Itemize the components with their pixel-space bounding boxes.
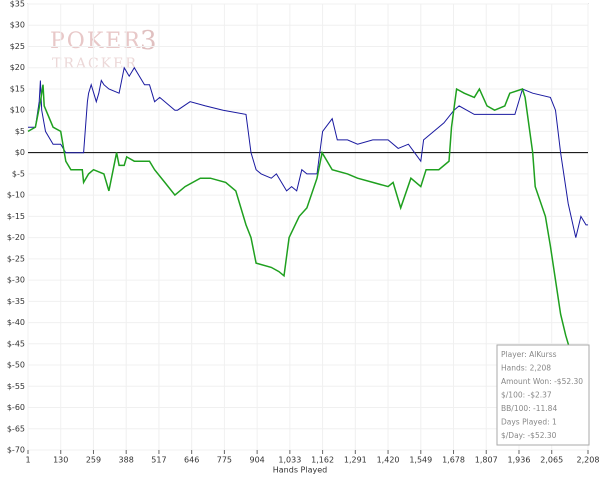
x-tick-label: 1,807 (475, 456, 498, 465)
y-tick-label: $-15 (7, 212, 25, 221)
y-tick-label: $35 (10, 0, 25, 9)
watermark: POKER (50, 29, 142, 54)
x-tick-label: 1,033 (278, 456, 301, 465)
y-tick-label: $5 (15, 127, 25, 136)
y-tick-label: $-5 (12, 169, 25, 178)
x-tick-label: 388 (119, 456, 134, 465)
info-text: Player: AlKurss (501, 350, 557, 359)
x-tick-label: 646 (184, 456, 199, 465)
y-tick-label: $-65 (7, 424, 25, 433)
x-tick-label: 130 (53, 456, 68, 465)
y-tick-label: $-35 (7, 297, 25, 306)
y-tick-label: $0 (15, 148, 25, 157)
x-tick-label: 2,208 (577, 456, 600, 465)
info-text: $/100: -$2.37 (501, 391, 552, 400)
x-axis-label: Hands Played (273, 466, 327, 475)
x-tick-label: 517 (151, 456, 166, 465)
y-tick-label: $-40 (7, 318, 25, 327)
x-tick-label: 1,162 (311, 456, 334, 465)
series-line (28, 66, 588, 238)
y-tick-label: $-20 (7, 233, 25, 242)
y-tick-label: $-25 (7, 254, 25, 263)
y-tick-label: $25 (10, 42, 25, 51)
plot-frame (27, 3, 589, 451)
x-tick-label: 1,420 (377, 456, 400, 465)
y-tick-label: $-30 (7, 276, 25, 285)
info-text: Hands: 2,208 (501, 364, 551, 373)
x-tick-label: 259 (86, 456, 101, 465)
x-tick-label: 904 (249, 456, 264, 465)
y-tick-label: $-45 (7, 339, 25, 348)
watermark: 3 (140, 26, 159, 56)
x-tick-label: 1,936 (508, 456, 531, 465)
y-tick-label: $10 (10, 106, 25, 115)
y-tick-label: $-10 (7, 191, 25, 200)
y-tick-label: $-60 (7, 403, 25, 412)
info-text: Amount Won: -$52.30 (501, 377, 583, 386)
series-line (27, 84, 589, 400)
x-tick-label: 2,065 (540, 456, 563, 465)
info-text: BB/100: -11.84 (501, 404, 557, 413)
y-tick-label: $30 (10, 21, 25, 30)
info-text: $/Day: -$52.30 (501, 431, 557, 440)
x-tick-label: 1,291 (344, 456, 367, 465)
y-tick-label: $-70 (7, 446, 25, 455)
y-tick-label: $-50 (7, 361, 25, 370)
y-tick-label: $20 (10, 63, 25, 72)
y-tick-label: $-55 (7, 382, 25, 391)
x-tick-label: 1,549 (409, 456, 432, 465)
info-box (496, 344, 590, 446)
x-tick-label: 1,678 (442, 456, 465, 465)
x-tick-label: 775 (217, 456, 232, 465)
x-tick-label: 1 (25, 456, 30, 465)
info-text: Days Played: 1 (501, 418, 557, 427)
y-tick-label: $15 (10, 84, 25, 93)
